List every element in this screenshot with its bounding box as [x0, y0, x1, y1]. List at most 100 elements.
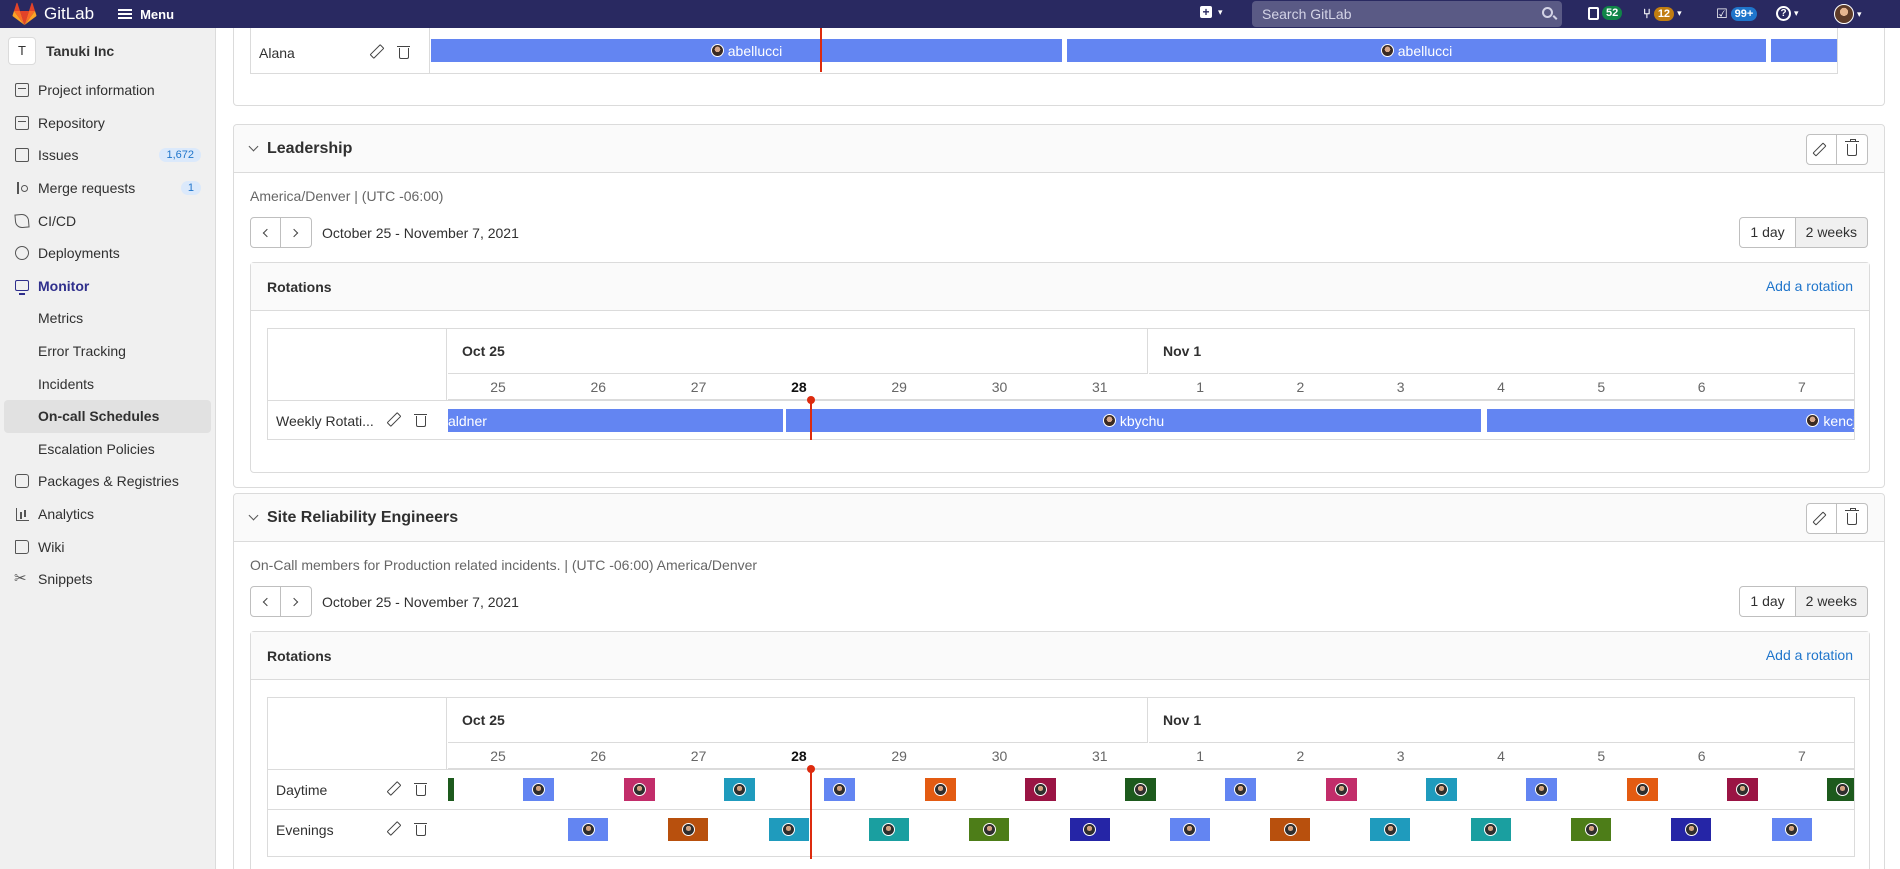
delete-rotation-trash-icon[interactable]	[414, 413, 428, 427]
shift-block[interactable]	[1024, 778, 1056, 801]
shift-block[interactable]	[768, 818, 809, 841]
add-rotation-link[interactable]: Add a rotation	[1765, 647, 1853, 663]
shift-block[interactable]: aldner	[448, 409, 783, 432]
shift-block[interactable]	[1470, 818, 1511, 841]
shift-block[interactable]	[1069, 818, 1110, 841]
user-avatar-icon	[1033, 783, 1047, 796]
shift-block[interactable]	[1225, 778, 1257, 801]
shift-block[interactable]: kencjol	[1487, 409, 1854, 432]
shift-block[interactable]	[1526, 778, 1558, 801]
view-2-weeks-button[interactable]: 2 weeks	[1795, 586, 1868, 617]
sidebar-subitem-metrics[interactable]: Metrics	[0, 302, 215, 335]
sidebar-item-snippets[interactable]: Snippets	[0, 563, 215, 596]
shift-block[interactable]	[1270, 818, 1311, 841]
sidebar-item-packages-registries[interactable]: Packages & Registries	[0, 465, 215, 498]
rotation-name[interactable]: Evenings	[276, 822, 334, 838]
sidebar-item-deployments[interactable]: Deployments	[0, 237, 215, 270]
chevron-down-icon[interactable]	[248, 510, 259, 521]
edit-rotation-pencil-icon[interactable]	[386, 413, 400, 427]
help-menu[interactable]: ? ▾	[1776, 6, 1799, 21]
search-input[interactable]: Search GitLab	[1252, 1, 1562, 27]
sidebar-item-ci-cd[interactable]: CI/CD	[0, 204, 215, 237]
rotations-panel: Rotations Add a rotation Oct 25 Nov 1 We…	[250, 262, 1870, 473]
schedule-title: Leadership	[267, 139, 353, 157]
shift-block[interactable]	[1827, 778, 1854, 801]
view-1-day-button[interactable]: 1 day	[1739, 217, 1796, 248]
add-rotation-link[interactable]: Add a rotation	[1765, 278, 1853, 294]
rotation-name[interactable]: Daytime	[276, 782, 328, 798]
shift-block[interactable]: abellucci	[431, 39, 1062, 62]
todos-shortcut[interactable]: ☑ 99+	[1716, 6, 1758, 22]
shift-block[interactable]	[668, 818, 709, 841]
merge-requests-shortcut[interactable]: ⑂ 12 ▾	[1643, 6, 1682, 21]
sidebar-item-monitor[interactable]: Monitor	[0, 270, 215, 303]
schedule-header[interactable]: Leadership	[234, 125, 1884, 173]
shift-block[interactable]	[1671, 818, 1712, 841]
current-time-line	[810, 400, 812, 440]
shift-block[interactable]	[523, 778, 555, 801]
shift-block[interactable]	[723, 778, 755, 801]
sidebar-item-issues[interactable]: Issues 1,672	[0, 139, 215, 172]
shift-block[interactable]	[1771, 818, 1812, 841]
sidebar-subitem-error-tracking[interactable]: Error Tracking	[0, 335, 215, 368]
user-avatar-icon	[1836, 783, 1850, 796]
shift-block[interactable]	[924, 778, 956, 801]
shift-block[interactable]	[1626, 778, 1658, 801]
next-period-button[interactable]	[281, 586, 312, 617]
issues-shortcut[interactable]: 52	[1588, 6, 1623, 20]
previous-period-button[interactable]	[250, 217, 281, 248]
view-2-weeks-button[interactable]: 2 weeks	[1795, 217, 1868, 248]
delete-rotation-trash-icon[interactable]	[414, 782, 428, 796]
sidebar-subitem-escalation-policies[interactable]: Escalation Policies	[0, 433, 215, 466]
shift-block[interactable]	[1726, 778, 1758, 801]
shift-block[interactable]	[1125, 778, 1157, 801]
delete-schedule-button[interactable]	[1837, 134, 1868, 165]
edit-rotation-pencil-icon[interactable]	[386, 822, 400, 836]
shift-block[interactable]	[1169, 818, 1210, 841]
sidebar-subitem-on-call-schedules[interactable]: On-call Schedules	[4, 399, 211, 433]
rotation-name[interactable]: Weekly Rotati...	[276, 413, 374, 429]
project-context-header[interactable]: T Tanuki Inc	[0, 28, 215, 74]
shift-block[interactable]	[623, 778, 655, 801]
edit-schedule-button[interactable]	[1806, 503, 1837, 534]
shift-block[interactable]	[1571, 818, 1611, 841]
new-dropdown-button[interactable]: + ▾	[1200, 6, 1223, 18]
delete-rotation-trash-icon[interactable]	[397, 45, 411, 59]
sidebar-item-wiki[interactable]: Wiki	[0, 530, 215, 563]
delete-schedule-button[interactable]	[1837, 503, 1868, 534]
shift-block[interactable]	[1771, 39, 1837, 62]
next-period-button[interactable]	[281, 217, 312, 248]
sidebar-item-merge-requests[interactable]: Merge requests 1	[0, 172, 215, 205]
day-label: 6	[1697, 379, 1706, 395]
shift-block[interactable]	[568, 818, 608, 841]
sidebar-item-repository[interactable]: Repository	[0, 107, 215, 140]
chevron-down-icon[interactable]	[248, 141, 259, 152]
delete-rotation-trash-icon[interactable]	[414, 822, 428, 836]
previous-period-button[interactable]	[250, 586, 281, 617]
sidebar-item-label: Escalation Policies	[38, 440, 155, 457]
gitlab-logo[interactable]: GitLab	[12, 2, 94, 26]
day-label: 29	[891, 379, 907, 395]
schedule-description: On-Call members for Production related i…	[250, 557, 758, 573]
menu-button[interactable]: Menu	[118, 7, 174, 22]
shift-block[interactable]: abellucci	[1067, 39, 1766, 62]
edit-schedule-button[interactable]	[1806, 134, 1837, 165]
shift-block[interactable]	[448, 778, 454, 801]
shift-block[interactable]	[1426, 778, 1457, 801]
shift-block[interactable]	[969, 818, 1010, 841]
shift-block[interactable]	[1370, 818, 1411, 841]
shift-block[interactable]	[824, 778, 856, 801]
rotation-row: Weekly Rotati... aldner kbychu	[268, 400, 1854, 440]
edit-rotation-pencil-icon[interactable]	[369, 45, 383, 59]
view-1-day-button[interactable]: 1 day	[1739, 586, 1796, 617]
shift-block[interactable]	[1325, 778, 1357, 801]
edit-rotation-pencil-icon[interactable]	[386, 782, 400, 796]
user-menu[interactable]: ▾	[1834, 4, 1862, 24]
sidebar-item-project-information[interactable]: Project information	[0, 74, 215, 107]
user-avatar-icon	[1234, 783, 1248, 796]
sidebar-item-analytics[interactable]: Analytics	[0, 498, 215, 531]
sidebar-subitem-incidents[interactable]: Incidents	[0, 367, 215, 400]
shift-block[interactable]	[868, 818, 909, 841]
shift-block[interactable]: kbychu	[786, 409, 1481, 432]
schedule-header[interactable]: Site Reliability Engineers	[234, 494, 1884, 542]
